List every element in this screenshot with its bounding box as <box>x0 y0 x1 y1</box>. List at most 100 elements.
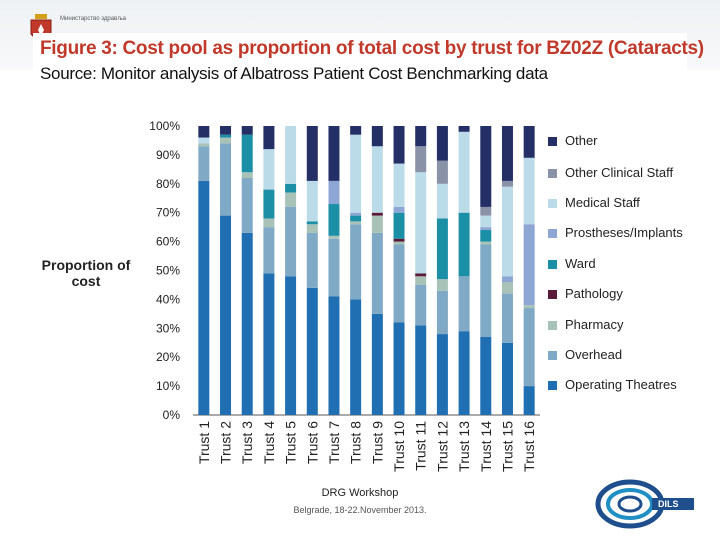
legend-label: Other Clinical Staff <box>565 165 674 180</box>
bar-segment <box>306 126 318 181</box>
bar-segment <box>415 172 427 274</box>
legend-swatch <box>548 290 557 299</box>
bar-segment <box>263 126 275 150</box>
bar-segment <box>241 134 253 173</box>
bar-segment <box>393 126 405 164</box>
bar-segment <box>523 126 535 158</box>
bar-segment <box>458 131 470 213</box>
bar-segment <box>306 180 318 222</box>
footer-title: DRG Workshop <box>321 487 399 499</box>
legend-swatch <box>548 321 557 330</box>
x-tick-label: Trust 4 <box>261 421 277 464</box>
bar-segment <box>328 126 340 181</box>
bar-segment <box>393 241 405 245</box>
bar-segment <box>306 232 318 288</box>
bar-segment <box>415 276 427 285</box>
x-tick-label: Trust 8 <box>348 421 364 464</box>
bar-segment <box>263 149 275 190</box>
y-tick-label: 90% <box>156 148 180 162</box>
bar-segment <box>480 227 492 231</box>
dils-logo-icon: DILS <box>595 479 694 529</box>
bar-segment <box>458 126 470 132</box>
bar-segment <box>220 134 232 138</box>
x-tick-label: Trust 6 <box>304 421 320 464</box>
bar-segment <box>220 143 232 216</box>
bar-segment <box>350 221 362 225</box>
y-tick-label: 10% <box>156 379 180 393</box>
bar-segment <box>436 290 448 335</box>
bar-segment <box>480 244 492 337</box>
bar-segment <box>371 146 383 213</box>
y-tick-label: 70% <box>156 206 180 220</box>
bar-segment <box>415 284 427 326</box>
bar-segment <box>436 279 448 291</box>
x-tick-label: Trust 14 <box>478 421 494 472</box>
y-tick-label: 0% <box>163 408 181 422</box>
bar-segment <box>480 215 492 228</box>
bar-segment <box>393 238 405 242</box>
bar-segment <box>285 192 297 207</box>
x-tick-label: Trust 1 <box>196 421 212 464</box>
bar-segment <box>480 126 492 207</box>
legend-swatch <box>548 351 557 360</box>
bar-segment <box>263 189 275 219</box>
bar-segment <box>263 273 275 415</box>
bar-segment <box>350 212 362 216</box>
bar-segment <box>436 334 448 415</box>
x-tick-label: Trust 13 <box>456 421 472 472</box>
footer-subtitle: Belgrade, 18-22.November 2013. <box>293 505 427 515</box>
bar-segment <box>328 238 340 297</box>
legend-label: Ward <box>565 256 596 271</box>
y-tick-label: 80% <box>156 177 180 191</box>
x-tick-label: Trust 5 <box>283 421 299 464</box>
bar-segment <box>393 206 405 213</box>
x-tick-label: Trust 2 <box>218 421 234 464</box>
bar-segment <box>198 137 210 144</box>
bar-segment <box>436 183 448 219</box>
legend-label: Operating Theatres <box>565 377 677 392</box>
bar-segment <box>198 126 210 138</box>
bar-segment <box>198 143 210 147</box>
bar-segment <box>350 126 362 135</box>
bar-segment <box>501 293 513 343</box>
legend-label: Prostheses/Implants <box>565 225 683 240</box>
bar-segment <box>415 273 427 277</box>
bar-segment <box>480 230 492 242</box>
bar-segment <box>220 126 232 135</box>
x-tick-label: Trust 3 <box>239 421 255 464</box>
x-tick-label: Trust 15 <box>499 421 515 472</box>
bar-segment <box>241 172 253 179</box>
bar-segment <box>371 212 383 216</box>
bar-segment <box>371 126 383 147</box>
legend-swatch <box>548 137 557 146</box>
bar-segment <box>436 126 448 161</box>
y-tick-label: 20% <box>156 350 180 364</box>
bar-segment <box>415 325 427 415</box>
legend-label: Medical Staff <box>565 195 640 210</box>
figure-source: Source: Monitor analysis of Albatross Pa… <box>40 64 548 83</box>
bar-segment <box>480 241 492 245</box>
bar-segment <box>523 157 535 225</box>
bar-segment <box>393 244 405 323</box>
bar-segment <box>415 126 427 147</box>
legend-swatch <box>548 260 557 269</box>
bar-segment <box>523 308 535 387</box>
y-tick-label: 40% <box>156 292 180 306</box>
x-tick-label: Trust 9 <box>369 421 385 464</box>
bar-segment <box>328 204 340 236</box>
bar-segment <box>263 218 275 228</box>
bar-segment <box>220 137 232 144</box>
bar-segment <box>501 186 513 277</box>
bar-segment <box>393 212 405 239</box>
bar-segment <box>241 232 253 415</box>
bar-segment <box>263 227 275 274</box>
bar-segment <box>371 215 383 233</box>
bar-segment <box>415 146 427 173</box>
y-axis-label: Proportion of cost <box>41 257 131 289</box>
legend-swatch <box>548 381 557 390</box>
bar-segment <box>350 134 362 213</box>
bar-segment <box>501 180 513 187</box>
bar-segment <box>285 183 297 193</box>
x-tick-label: Trust 16 <box>521 421 537 472</box>
bar-segment <box>501 276 513 283</box>
